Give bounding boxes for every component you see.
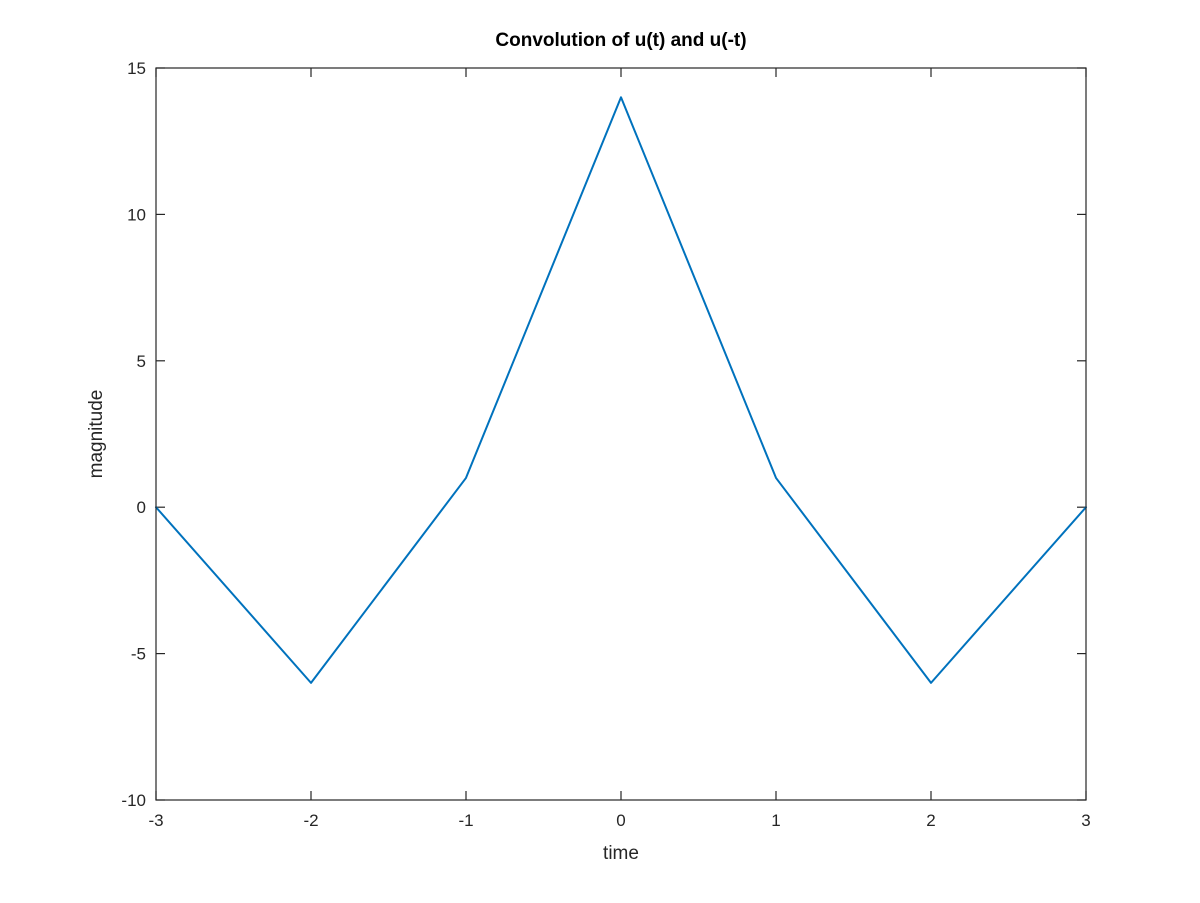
x-tick-label: 2 [926,811,935,830]
x-tick-label: 1 [771,811,780,830]
y-tick-labels: -10 -5 0 5 10 15 [121,59,146,810]
y-tick-label: -10 [121,791,146,810]
plot-area [156,68,1086,800]
x-axis-label: time [603,843,639,864]
x-tick-label: 3 [1081,811,1090,830]
plot-background [156,68,1086,800]
series [155,96,1087,684]
x-tick-label: -3 [148,811,163,830]
y-axis-label: magnitude [86,390,107,479]
chart-title: Convolution of u(t) and u(-t) [495,30,746,51]
x-tick-label: -2 [303,811,318,830]
y-tick-label: 0 [137,498,146,517]
y-tick-label: 5 [137,352,146,371]
y-tick-label: 15 [127,59,146,78]
series-line [155,96,1087,684]
x-tick-label: 0 [616,811,625,830]
y-tick-label: -5 [131,645,146,664]
x-tick-label: -1 [458,811,473,830]
x-tick-labels: -3 -2 -1 0 1 2 3 [148,811,1090,830]
axes-box [155,67,1087,801]
y-tick-label: 10 [127,205,146,224]
